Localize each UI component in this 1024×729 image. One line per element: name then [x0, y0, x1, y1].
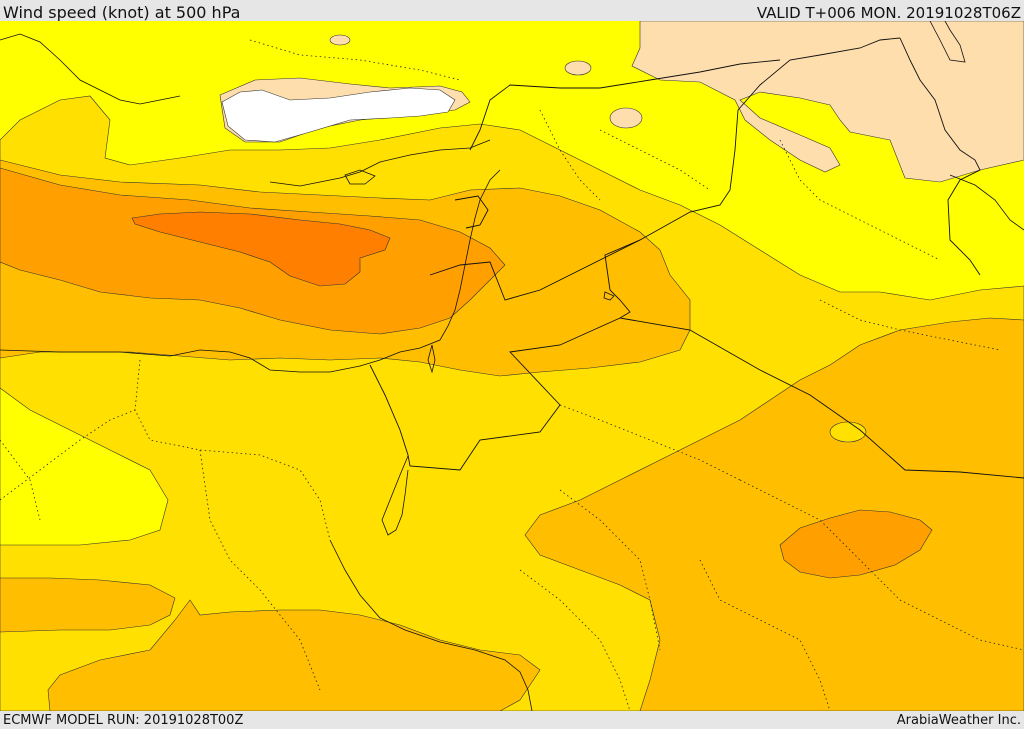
band-white-turkey [221, 87, 456, 143]
map-title: Wind speed (knot) at 500 hPa [3, 3, 241, 22]
wind-speed-map-svg [0, 21, 1024, 711]
band-dark-orange-core [131, 211, 391, 287]
band-peach-small-2 [564, 60, 592, 76]
band-yellow-southwest [0, 387, 169, 546]
credit-label: ArabiaWeather Inc. [896, 713, 1021, 728]
band-peach-small-3 [329, 34, 351, 46]
band-amber-southwest [0, 577, 176, 633]
weather-map [0, 21, 1024, 711]
valid-time: VALID T+006 MON. 20191028T06Z [756, 4, 1021, 22]
country-borders [369, 37, 1024, 479]
band-amber-east [524, 317, 1024, 711]
band-peach-small-1 [609, 107, 643, 129]
footer-bar: ECMWF MODEL RUN: 20191028T00Z ArabiaWeat… [0, 711, 1024, 729]
model-run-label: ECMWF MODEL RUN: 20191028T00Z [3, 713, 244, 728]
band-orange-east [779, 509, 933, 579]
header-bar: Wind speed (knot) at 500 hPa VALID T+006… [0, 0, 1024, 22]
band-peach-northeast [631, 21, 1024, 183]
coastlines [0, 21, 1024, 711]
band-amber-south [47, 599, 541, 711]
admin-borders [0, 39, 1024, 711]
band-yellow-island [829, 421, 867, 443]
